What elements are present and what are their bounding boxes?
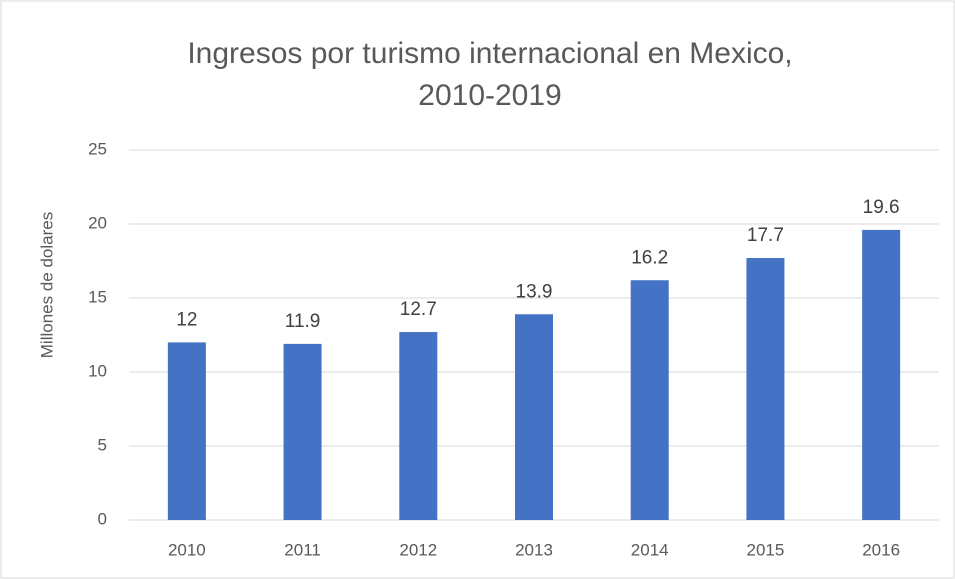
chart-title: Ingresos por turismo internacional en Me… [187,37,792,70]
y-tick-label: 25 [88,139,107,158]
chart-title: 2010-2019 [418,79,561,112]
x-tick-label: 2011 [284,540,321,559]
bar [862,229,901,521]
y-tick-label: 20 [88,213,107,232]
x-tick-label: 2012 [399,540,437,559]
bar [746,258,785,520]
data-label: 17.7 [747,225,784,246]
x-tick-label: 2015 [747,540,785,559]
data-label: 12 [176,309,197,330]
x-tick-label: 2010 [168,540,206,559]
data-label: 16.2 [631,247,668,268]
y-tick-label: 10 [88,361,107,380]
bar [399,332,438,520]
data-label: 19.6 [863,197,900,218]
bar [515,314,553,520]
x-tick-label: 2016 [862,540,900,559]
data-label: 12.7 [400,299,437,320]
y-tick-label: 5 [98,435,107,454]
y-tick-label: 0 [98,509,107,528]
y-axis-label: Millones de dolares [37,212,56,358]
bar [283,343,322,520]
x-tick-label: 2014 [631,540,669,559]
data-label: 11.9 [285,311,321,332]
bar [630,280,669,520]
x-tick-label: 2013 [515,540,553,559]
y-tick-label: 15 [88,287,107,306]
data-label: 13.9 [516,281,553,302]
bar [167,342,206,520]
